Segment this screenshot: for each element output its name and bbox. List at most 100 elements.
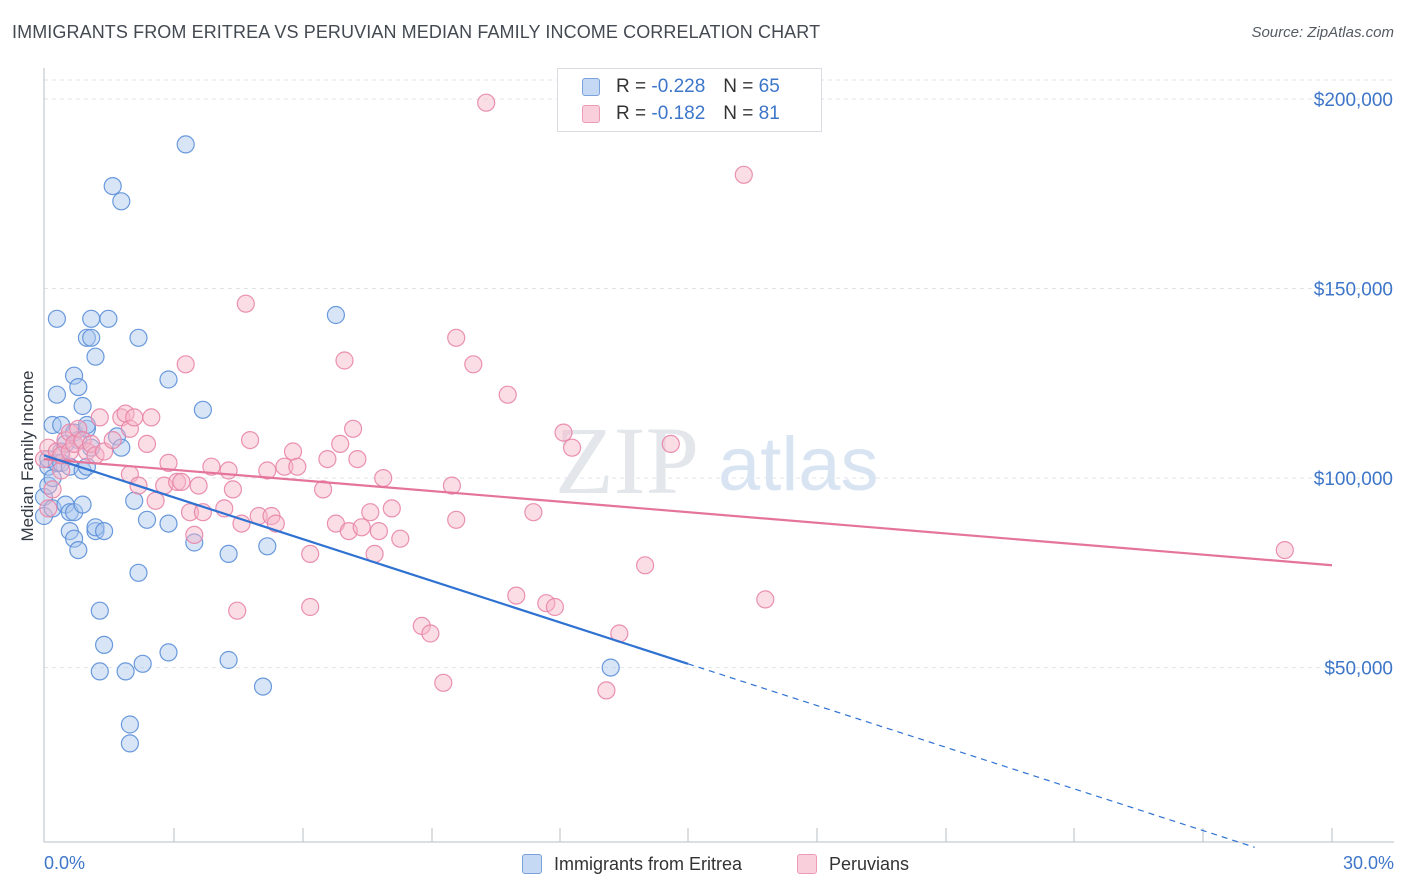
eritrea-point	[90, 662, 109, 681]
eritrea-point	[64, 366, 84, 385]
peruvian-point	[241, 431, 260, 450]
legend-r-label: R =	[616, 103, 647, 124]
peruvian-point	[361, 503, 380, 522]
legend-swatch-eritrea	[582, 78, 600, 96]
correlation-legend: R = -0.228 N = 65 R = -0.182 N = 81	[557, 68, 822, 132]
peruvian-point	[185, 525, 204, 545]
peruvian-point	[202, 457, 221, 476]
y-tick-label: $50,000	[1324, 659, 1393, 680]
bottom-legend-peruvians: Peruvians	[797, 852, 909, 876]
peruvian-point	[335, 351, 354, 370]
peruvian-point	[189, 476, 208, 495]
x-tick-label: 30.0%	[1343, 853, 1394, 873]
peruvian-point	[421, 624, 440, 643]
peruvian-point	[442, 476, 461, 495]
peruvian-point	[236, 294, 255, 313]
eritrea-trend-extension	[687, 663, 1255, 848]
eritrea-point	[82, 328, 101, 347]
peruvian-point	[756, 590, 775, 609]
eritrea-point	[159, 514, 178, 533]
x-tick-label: 0.0%	[44, 853, 85, 873]
peruvian-point	[176, 355, 195, 374]
eritrea-point	[219, 650, 238, 670]
eritrea-point	[69, 540, 88, 560]
trend-lines	[43, 454, 1333, 848]
peruvian-point	[734, 165, 753, 184]
peruvian-point	[562, 438, 582, 457]
legend-row-peruvians: R = -0.182 N = 81	[582, 102, 780, 126]
eritrea-point	[73, 495, 92, 514]
eritrea-point	[133, 654, 152, 673]
chart-title: IMMIGRANTS FROM ERITREA VS PERUVIAN MEDI…	[12, 22, 821, 42]
legend-n-value: 81	[758, 103, 780, 124]
eritrea-point	[258, 537, 277, 556]
eritrea-point	[86, 518, 105, 537]
eritrea-trend-line	[43, 454, 689, 665]
peruvian-point	[288, 457, 307, 476]
bottom-legend-swatch-peruvians	[797, 854, 817, 874]
legend-n-value: 65	[758, 76, 780, 97]
eritrea-point	[193, 400, 212, 419]
peruvian-point	[283, 442, 303, 461]
eritrea-point	[99, 309, 118, 328]
bottom-legend-eritrea: Immigrants from Eritrea	[522, 852, 742, 876]
peruvian-point	[43, 480, 62, 499]
eritrea-point	[103, 177, 122, 196]
eritrea-point	[90, 601, 109, 620]
eritrea-point	[159, 370, 178, 389]
eritrea-point	[94, 521, 114, 541]
peruvian-point	[275, 457, 294, 476]
peruvian-point	[219, 461, 238, 480]
peruvian-point	[168, 472, 187, 491]
peruvian-point	[348, 450, 367, 469]
peruvian-point	[232, 514, 251, 533]
y-axis-label: Median Family Income	[18, 370, 37, 542]
peruvian-point	[635, 556, 655, 575]
peruvian-point	[434, 673, 453, 692]
peruvian-point	[228, 601, 247, 620]
eritrea-point	[77, 328, 97, 347]
eritrea-point	[47, 309, 67, 328]
peruvian-point	[52, 461, 71, 480]
y-tick-label: $100,000	[1314, 469, 1393, 490]
bottom-legend-label-eritrea: Immigrants from Eritrea	[554, 853, 743, 874]
peruvian-point	[69, 419, 88, 438]
legend-n-label: N =	[723, 76, 754, 97]
peruvian-point	[507, 586, 526, 605]
peruvian-point	[301, 597, 320, 617]
eritrea-point	[601, 658, 620, 677]
legend-n-label: N =	[723, 103, 754, 124]
legend-swatch-peruvians	[582, 105, 600, 123]
peruvian-point	[120, 419, 139, 438]
legend-r-value: -0.182	[651, 103, 706, 124]
eritrea-point	[326, 305, 345, 325]
peruvian-point	[477, 93, 496, 112]
watermark-zip: ZIP	[555, 407, 699, 514]
eritrea-point	[116, 662, 135, 681]
peruvian-point	[447, 510, 466, 529]
eritrea-point	[219, 544, 238, 564]
peruvian-point	[369, 521, 388, 541]
peruvian-point	[39, 499, 58, 518]
peruvian-point	[146, 491, 165, 510]
peruvian-point	[142, 408, 161, 427]
peruvian-point	[314, 480, 333, 499]
legend-r-label: R =	[616, 76, 647, 97]
eritrea-point	[69, 378, 88, 397]
eritrea-point	[64, 529, 84, 548]
y-tick-label: $200,000	[1314, 90, 1393, 111]
x-tick-labels: 0.0% 30.0%	[44, 853, 1394, 873]
eritrea-point	[129, 563, 148, 582]
peruvian-point	[103, 431, 122, 450]
watermark: ZIP atlas	[555, 407, 879, 514]
eritrea-point	[125, 491, 144, 510]
eritrea-point	[47, 385, 67, 404]
grid-lines	[44, 79, 1394, 669]
eritrea-point	[82, 309, 101, 328]
watermark-atlas: atlas	[718, 422, 879, 507]
peruvian-point	[554, 423, 573, 442]
peruvian-point	[73, 431, 92, 450]
legend-r-value: -0.228	[651, 76, 706, 97]
peruvian-point	[352, 518, 371, 537]
